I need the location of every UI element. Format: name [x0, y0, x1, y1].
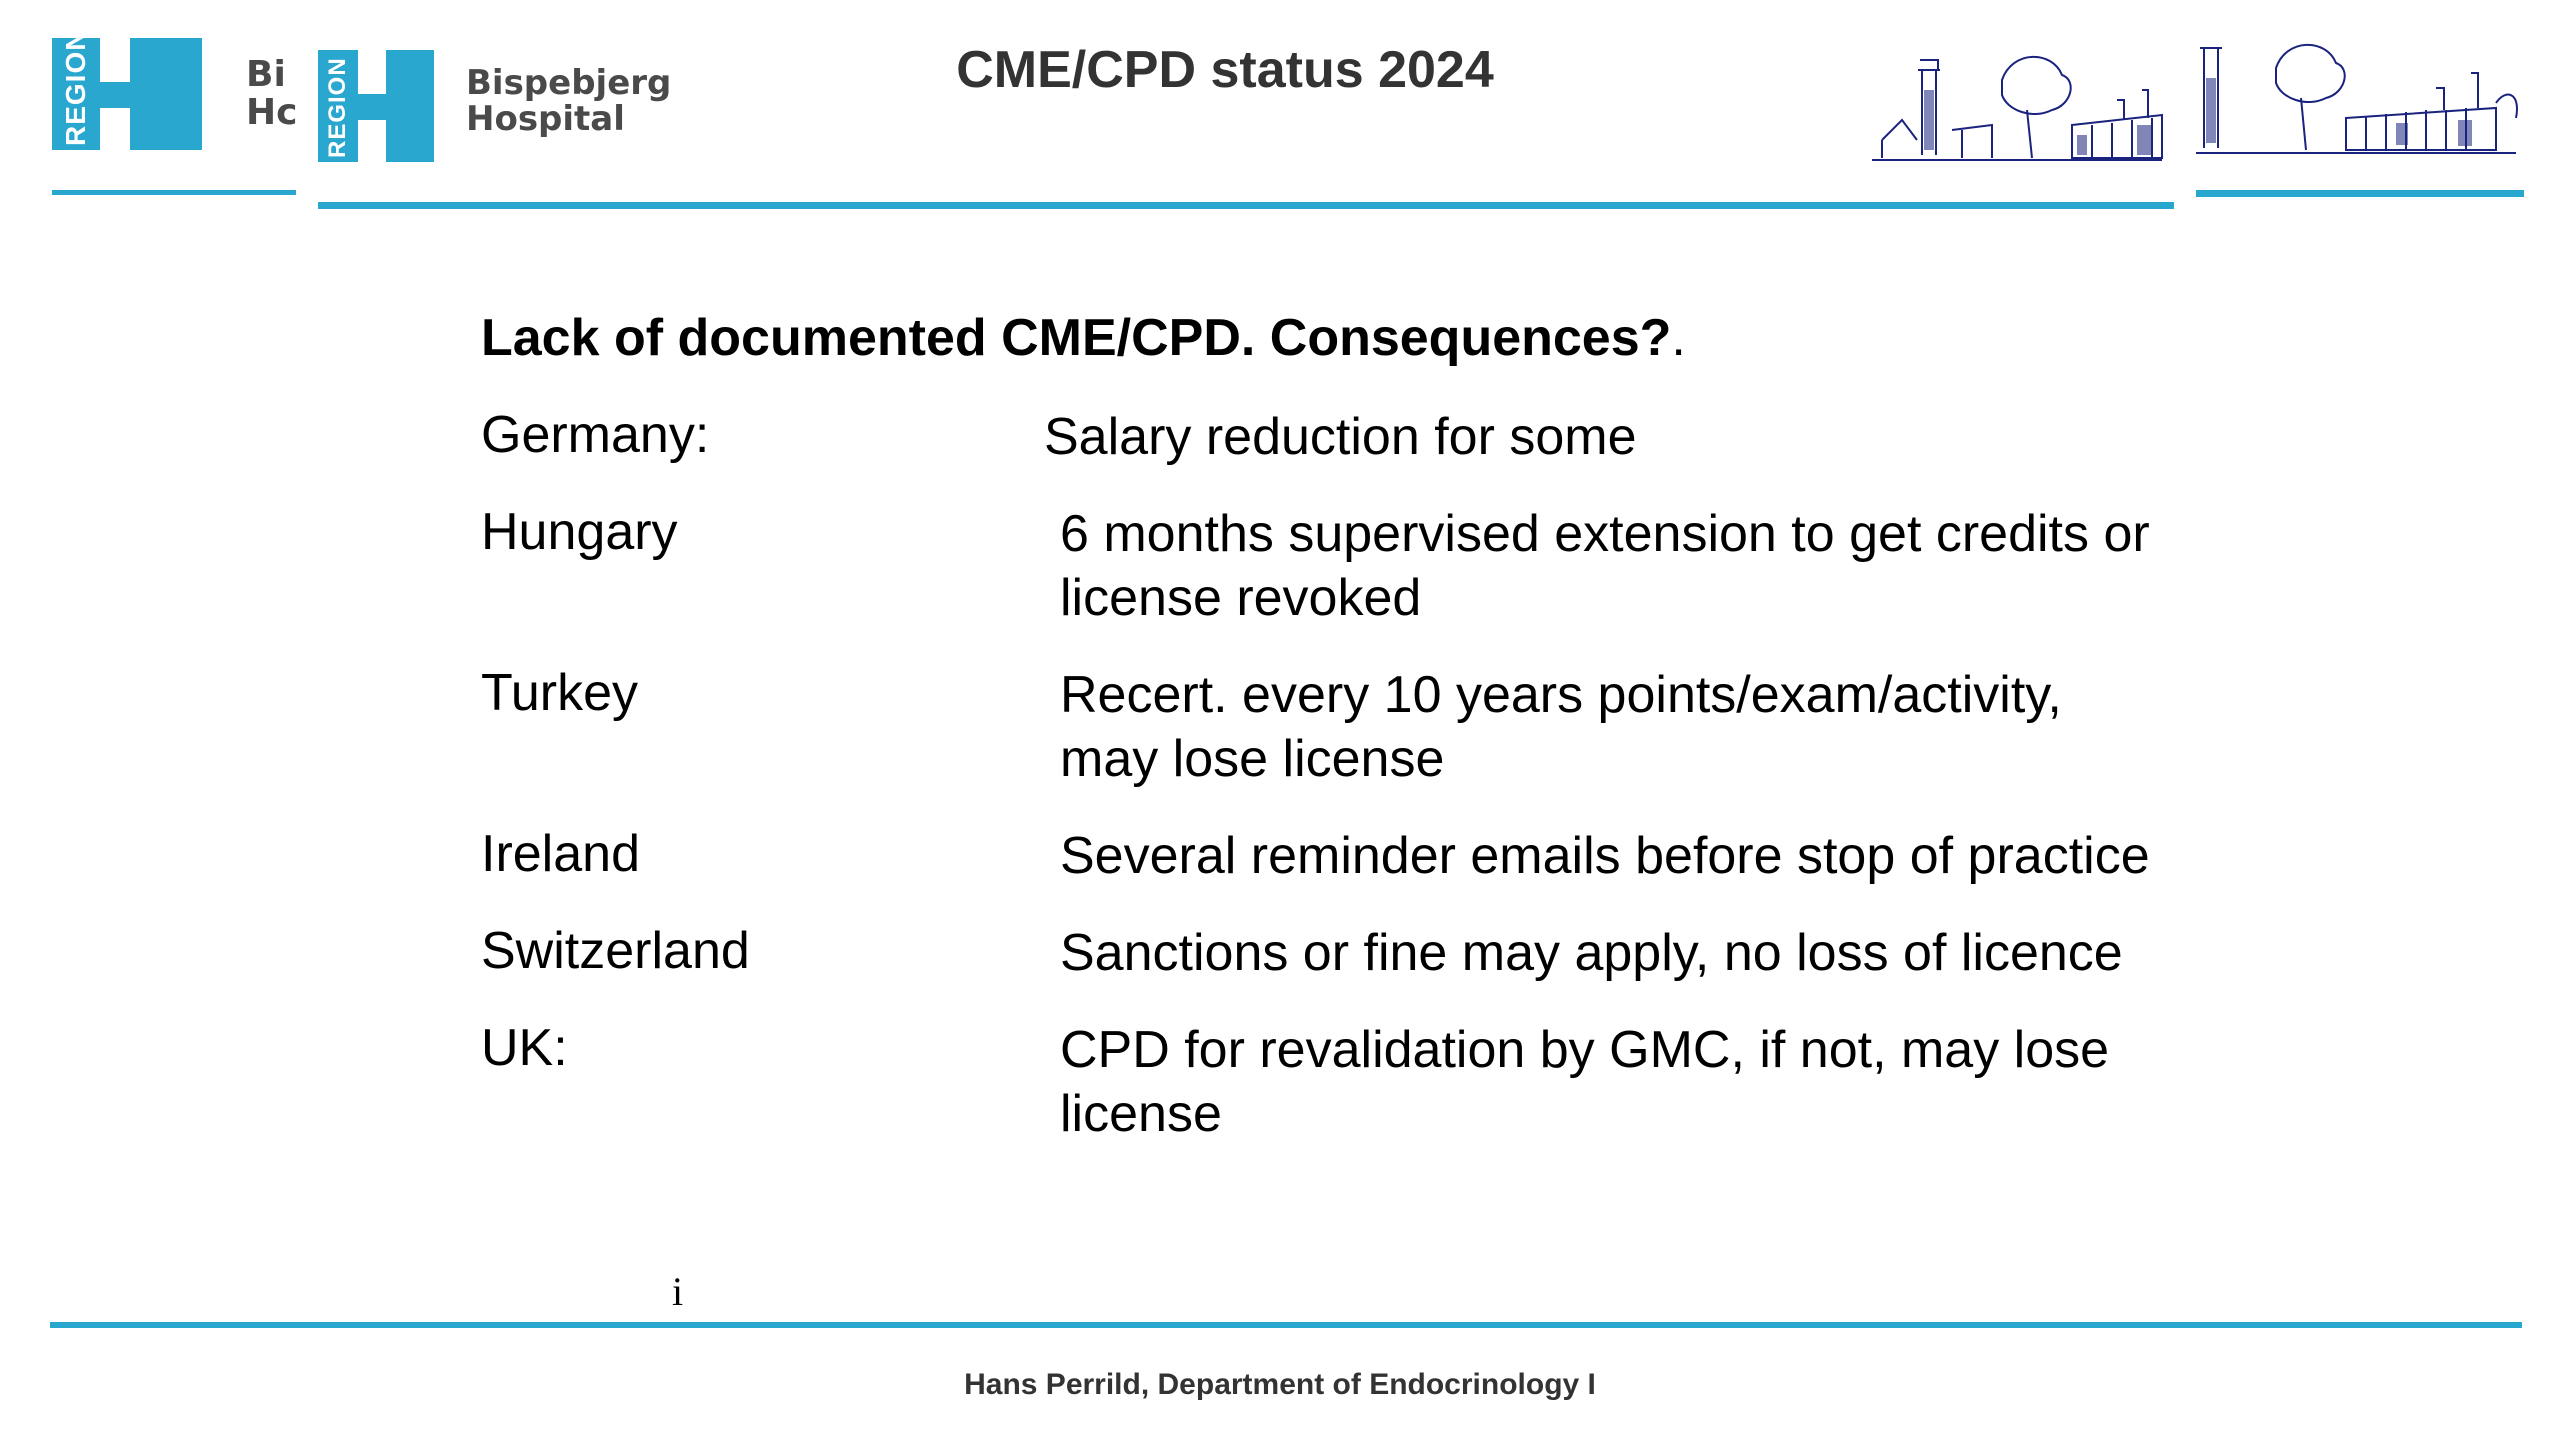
- bispebjerg-logo: REGION: [318, 50, 434, 162]
- logo-partial-line1: Bi: [246, 56, 286, 95]
- country-label: Switzerland: [481, 922, 750, 980]
- logo-partial-name: Bi Hc: [246, 56, 296, 132]
- stray-character: i: [672, 1269, 684, 1314]
- country-label: Hungary: [481, 503, 678, 561]
- hospital-sketch-image: [1872, 55, 2163, 161]
- logo-h-gap-bottom: [100, 108, 130, 150]
- header-rule-main: [318, 202, 2174, 209]
- consequence-text: Salary reduction for some: [1044, 408, 1637, 466]
- logo-partial-line2: Hc: [246, 91, 296, 132]
- consequence-text: CPD for revalidation by GMC, if not, may…: [1060, 1021, 2110, 1143]
- consequence-text: Recert. every 10 years points/exam/activ…: [1060, 666, 2062, 788]
- slide-heading-tail: .: [1671, 309, 1686, 367]
- region-logo-partial: REGION: [52, 30, 202, 150]
- logo-h-gap-top: [358, 50, 386, 94]
- footer-rule: [50, 1322, 2522, 1328]
- country-label: Germany:: [481, 406, 710, 464]
- logo-h-gap-bottom: [358, 120, 386, 162]
- slide-heading: Lack of documented CME/CPD. Consequences…: [481, 308, 1686, 368]
- header-rule-left: [52, 190, 296, 195]
- logo-name-line2: Hospital: [466, 98, 625, 139]
- logo-h-gap-top: [100, 38, 130, 82]
- bispebjerg-logo-name: Bispebjerg Hospital: [466, 63, 672, 139]
- slide-heading-text: Lack of documented CME/CPD. Consequences…: [481, 309, 1672, 367]
- slide-title: CME/CPD status 2024: [956, 41, 1494, 99]
- country-label: Ireland: [481, 825, 640, 883]
- country-label: UK:: [481, 1019, 568, 1077]
- logo-name-line1: Bispebjerg: [466, 63, 672, 103]
- footer-text: Hans Perrild, Department of Endocrinolog…: [964, 1368, 1596, 1401]
- country-label: Turkey: [481, 664, 638, 722]
- hospital-sketch-image-partial: [2196, 43, 2518, 154]
- consequence-text: 6 months supervised extension to get cre…: [1060, 505, 2150, 627]
- consequence-text: Sanctions or fine may apply, no loss of …: [1060, 924, 2123, 982]
- header-rule-right: [2196, 190, 2524, 197]
- consequence-text: Several reminder emails before stop of p…: [1060, 827, 2150, 885]
